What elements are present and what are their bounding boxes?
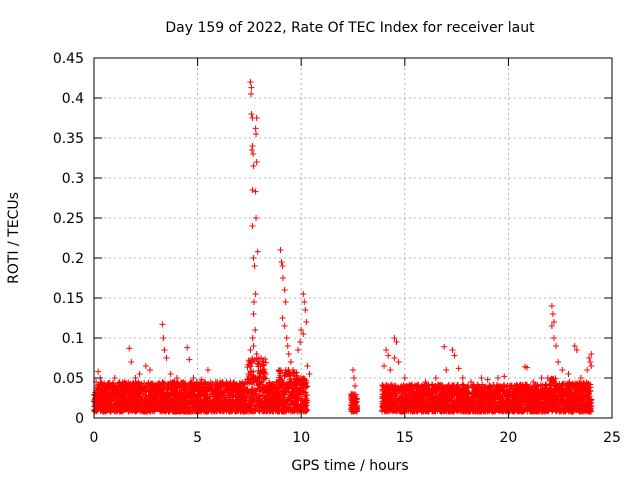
data-point xyxy=(192,393,199,400)
data-point xyxy=(119,402,126,409)
data-point xyxy=(106,403,113,410)
data-point xyxy=(210,406,217,413)
data-point xyxy=(162,408,169,415)
data-point xyxy=(209,398,216,405)
data-point xyxy=(159,389,166,396)
data-point xyxy=(190,397,197,404)
data-point xyxy=(109,383,116,390)
data-point xyxy=(125,379,132,386)
data-point xyxy=(191,381,198,388)
data-point xyxy=(187,386,194,393)
data-point xyxy=(164,380,171,387)
data-point xyxy=(101,402,108,409)
data-point xyxy=(152,405,159,412)
data-point xyxy=(155,386,162,393)
data-point xyxy=(102,406,109,413)
data-point xyxy=(217,407,224,414)
data-point xyxy=(202,401,209,408)
data-point xyxy=(214,379,221,386)
data-point xyxy=(215,389,222,396)
data-point xyxy=(134,402,141,409)
grid-lines xyxy=(94,58,612,418)
data-point xyxy=(171,386,178,393)
data-point xyxy=(175,381,182,388)
data-points xyxy=(91,79,595,415)
data-point xyxy=(226,400,233,407)
data-point xyxy=(164,386,171,393)
data-point xyxy=(233,386,240,393)
data-point xyxy=(229,399,236,406)
data-point xyxy=(114,401,121,408)
data-point xyxy=(111,389,118,396)
data-point xyxy=(200,389,207,396)
data-point xyxy=(201,380,208,387)
data-point xyxy=(159,381,166,388)
data-point xyxy=(215,383,222,390)
data-point xyxy=(132,396,139,403)
data-point xyxy=(156,380,163,387)
data-point xyxy=(183,398,190,405)
data-point xyxy=(120,380,127,387)
data-point xyxy=(135,399,142,406)
data-point xyxy=(179,394,186,401)
data-point xyxy=(230,379,237,386)
data-point xyxy=(106,406,113,413)
data-point xyxy=(128,403,135,410)
data-point xyxy=(224,381,231,388)
data-point xyxy=(139,395,146,402)
data-point xyxy=(223,402,230,409)
data-point xyxy=(194,384,201,391)
data-point xyxy=(129,381,136,388)
data-point xyxy=(145,397,152,404)
data-point xyxy=(206,386,213,393)
